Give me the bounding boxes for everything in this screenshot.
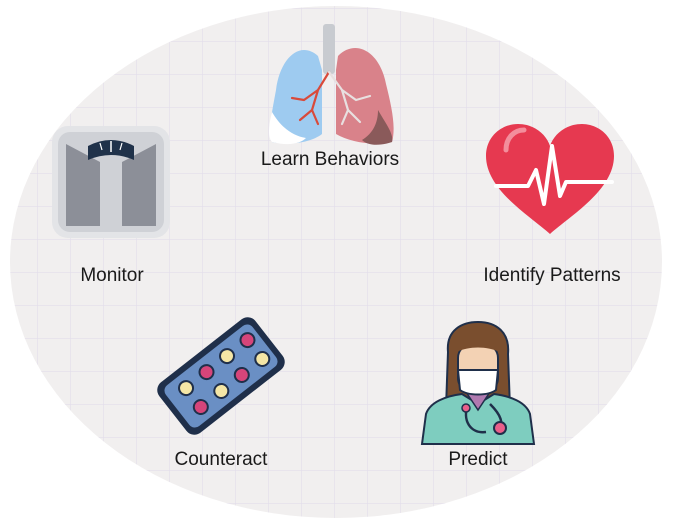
weight-scale-icon xyxy=(52,126,170,238)
label-identify-patterns: Identify Patterns xyxy=(483,265,621,286)
lungs-icon xyxy=(269,24,394,145)
label-monitor: Monitor xyxy=(80,265,144,286)
pill-blister-icon xyxy=(157,317,285,435)
label-predict: Predict xyxy=(448,449,508,470)
heartbeat-icon xyxy=(486,124,614,234)
label-learn-behaviors: Learn Behaviors xyxy=(260,149,400,170)
doctor-icon xyxy=(420,320,536,445)
label-counteract: Counteract xyxy=(174,449,268,470)
